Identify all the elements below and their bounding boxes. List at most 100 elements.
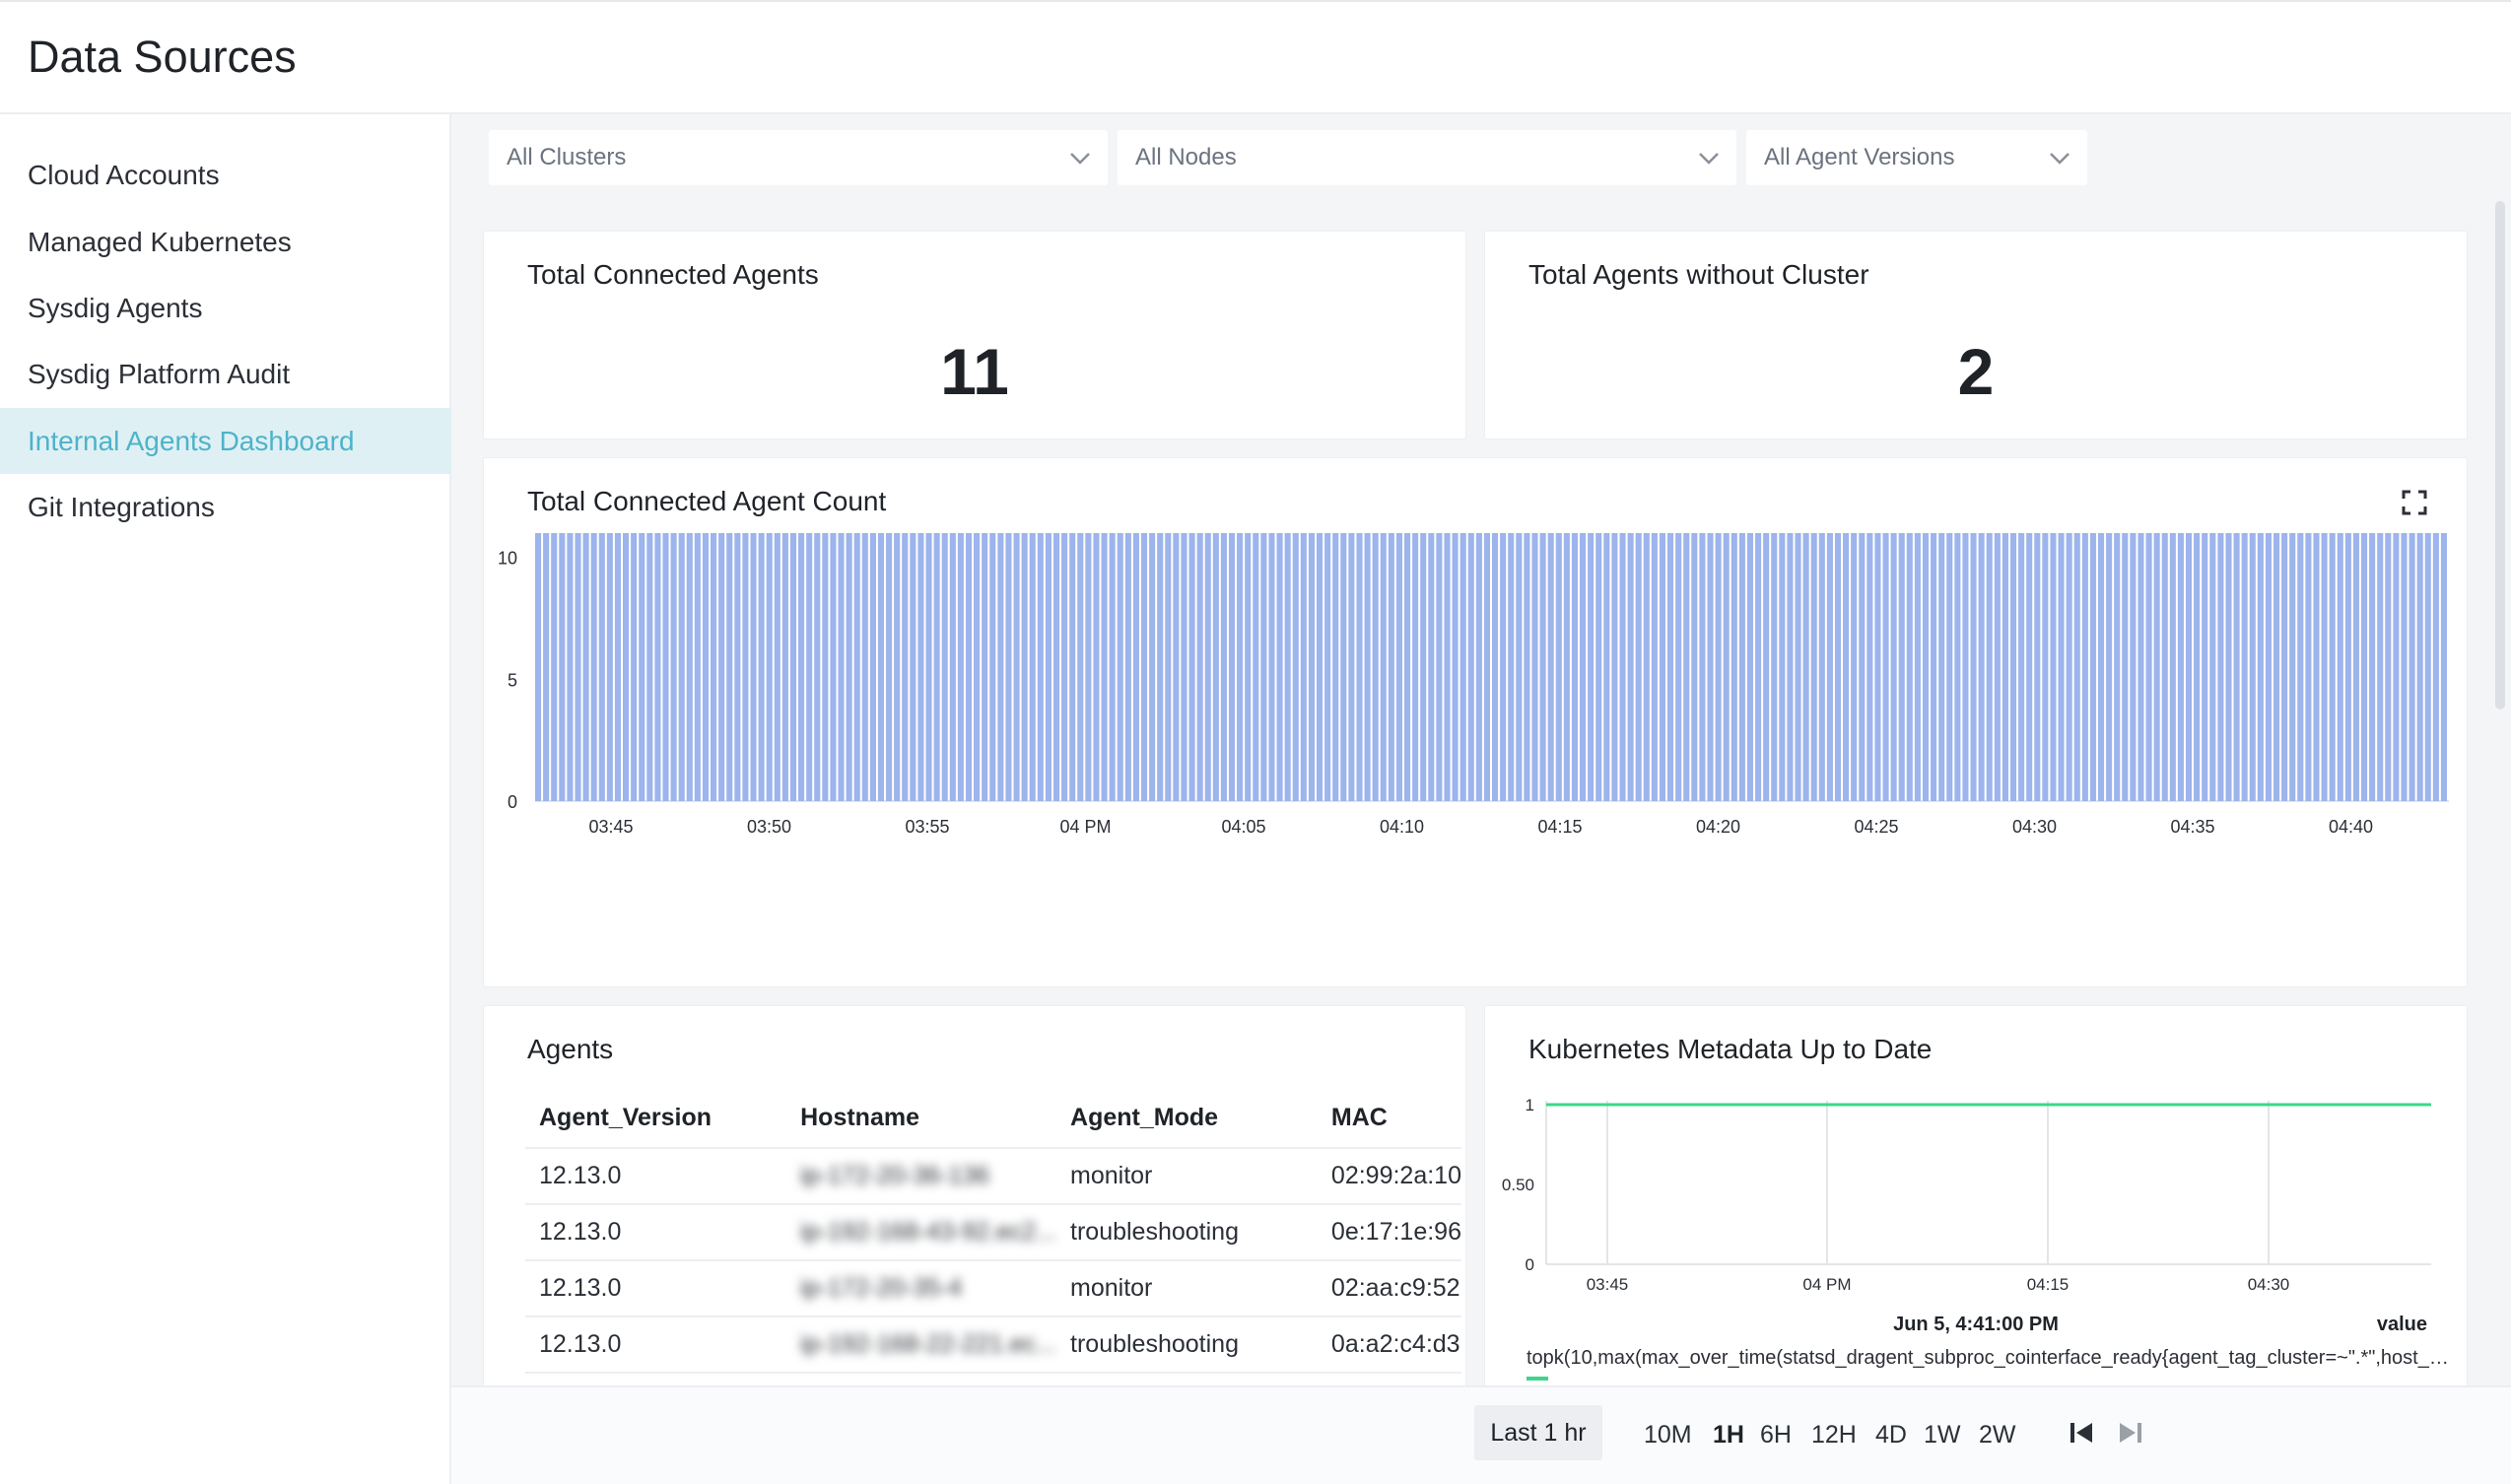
bar [1779, 533, 1786, 801]
column-header-agent-version[interactable]: Agent_Version [525, 1089, 787, 1149]
zoom-1w[interactable]: 1W [1924, 1421, 1961, 1449]
x-tick-label: 04:25 [1854, 817, 1898, 837]
zoom-12h[interactable]: 12H [1811, 1421, 1857, 1449]
cluster-filter-value: All Clusters [507, 144, 627, 170]
bar [2026, 533, 2033, 801]
bar [662, 533, 669, 801]
dashboard-area: All Clusters All Nodes All Agent Version… [451, 114, 2511, 1419]
bar [1859, 533, 1866, 801]
x-tick-label: 03:45 [588, 817, 633, 837]
bar [1588, 533, 1595, 801]
bar [1196, 533, 1203, 801]
zoom-6h[interactable]: 6H [1760, 1421, 1792, 1449]
bar [830, 533, 837, 801]
bar [1157, 533, 1164, 801]
bar [1954, 533, 1961, 801]
bar [1611, 533, 1618, 801]
bar [750, 533, 757, 801]
bar [1818, 533, 1825, 801]
bar [798, 533, 805, 801]
bar [678, 533, 685, 801]
zoom-10m[interactable]: 10M [1644, 1421, 1692, 1449]
bar [2194, 533, 2201, 801]
bar [1005, 533, 1012, 801]
bar [1580, 533, 1587, 801]
bar [989, 533, 996, 801]
bar [822, 533, 829, 801]
bar [2050, 533, 2057, 801]
column-header-hostname[interactable]: Hostname [786, 1089, 1057, 1149]
sidebar-item-platform-audit[interactable]: Sysdig Platform Audit [28, 358, 291, 389]
cell-hostname: ip-172-20-36-136 [786, 1148, 1057, 1205]
bar [1843, 533, 1850, 801]
cluster-filter-select[interactable]: All Clusters [489, 130, 1108, 185]
bar [1675, 533, 1682, 801]
chart-title: Total Connected Agent Count [527, 486, 887, 516]
bar [2153, 533, 2160, 801]
table-row[interactable]: 12.13.0 ip-172-20-35-4 monitor 02:aa:c9:… [525, 1260, 1461, 1317]
cell-agent-version: 12.13.0 [525, 1148, 787, 1205]
bar [2393, 533, 2400, 801]
bar [614, 533, 622, 801]
bar [1619, 533, 1626, 801]
bar [1890, 533, 1897, 801]
bar [2138, 533, 2144, 801]
node-filter-select[interactable]: All Nodes [1118, 130, 1736, 185]
vertical-scrollbar[interactable] [2495, 201, 2505, 709]
bar [965, 533, 973, 801]
bar [2360, 533, 2368, 801]
bar [814, 533, 821, 801]
bar [1420, 533, 1427, 801]
zoom-4d[interactable]: 4D [1875, 1421, 1907, 1449]
sidebar-item-internal-agents-dashboard[interactable]: Internal Agents Dashboard [0, 408, 451, 474]
time-range-button[interactable]: Last 1 hr [1474, 1405, 1602, 1460]
bar [2352, 533, 2359, 801]
expand-icon[interactable] [2402, 490, 2427, 515]
zoom-1h[interactable]: 1H [1713, 1421, 1744, 1449]
bar [694, 533, 701, 801]
column-header-mac[interactable]: MAC [1317, 1089, 1461, 1149]
bar [1738, 533, 1745, 801]
bar [1874, 533, 1881, 801]
bar [1763, 533, 1770, 801]
sidebar-item-sysdig-agents[interactable]: Sysdig Agents [28, 292, 203, 323]
k8s-metadata-chart-card: Kubernetes Metadata Up to Date 0 0.50 1 03:… [1484, 1005, 2468, 1419]
table-row[interactable]: 12.13.0 ip-172-20-36-136 monitor 02:99:2… [525, 1148, 1461, 1205]
bar [2281, 533, 2288, 801]
sidebar-item-git-integrations[interactable]: Git Integrations [28, 491, 215, 522]
x-tick-label: 04:30 [2248, 1275, 2290, 1294]
sidebar-item-managed-kubernetes[interactable]: Managed Kubernetes [28, 226, 292, 257]
skip-back-icon[interactable] [2068, 1419, 2095, 1447]
bar [1395, 533, 1402, 801]
kpi-connected-title: Total Connected Agents [527, 259, 819, 290]
table-row[interactable]: 12.13.0 ip-192-168-43-92.ec2... troubles… [525, 1204, 1461, 1261]
bar [1667, 533, 1674, 801]
bar [997, 533, 1004, 801]
bar [623, 533, 630, 801]
bar [1938, 533, 1945, 801]
column-header-agent-mode[interactable]: Agent_Mode [1056, 1089, 1318, 1149]
agent-version-filter-select[interactable]: All Agent Versions [1746, 130, 2087, 185]
bar [1603, 533, 1610, 801]
zoom-2w[interactable]: 2W [1979, 1421, 2016, 1449]
x-tick-label: 04:15 [1537, 817, 1582, 837]
bar [1651, 533, 1658, 801]
bar [1659, 533, 1666, 801]
bar [535, 533, 542, 801]
bar [2377, 533, 2384, 801]
bar [1946, 533, 1953, 801]
bar [1922, 533, 1930, 801]
bar [2424, 533, 2431, 801]
table-row[interactable]: 12.13.0 ip-192-168-22-221.ec... troubles… [525, 1316, 1461, 1374]
bar [902, 533, 909, 801]
bar [1300, 533, 1307, 801]
bar [1547, 533, 1554, 801]
bar [1539, 533, 1546, 801]
bar [1898, 533, 1905, 801]
bar [2273, 533, 2280, 801]
bar [1731, 533, 1737, 801]
bar [1508, 533, 1515, 801]
skip-forward-icon[interactable] [2117, 1419, 2144, 1447]
sidebar-item-cloud-accounts[interactable]: Cloud Accounts [28, 159, 220, 190]
bar [982, 533, 988, 801]
